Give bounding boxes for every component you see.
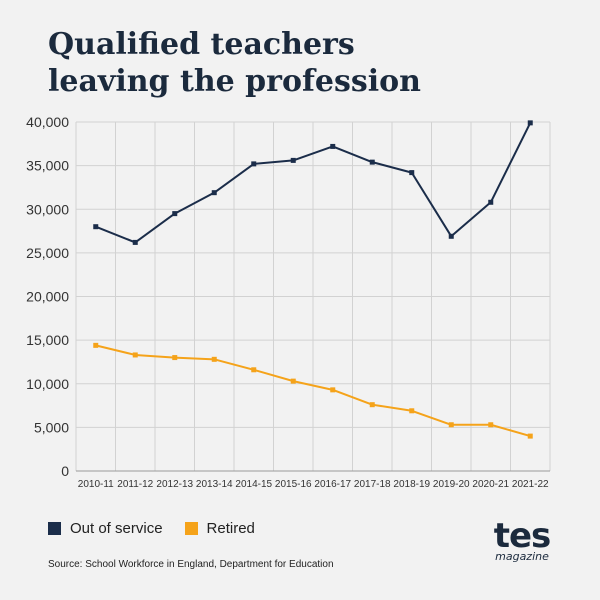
data-point-out-of-service [488, 199, 494, 205]
data-point-out-of-service [527, 120, 533, 126]
x-tick-label: 2021-22 [512, 479, 549, 490]
data-point-out-of-service [409, 170, 415, 176]
legend-swatch-out-of-service [48, 522, 61, 535]
series-line-out-of-service [95, 122, 532, 244]
x-tick-label: 2013-14 [196, 479, 233, 490]
x-tick-label: 2020-21 [472, 479, 509, 490]
data-point-retired [527, 433, 533, 439]
data-point-retired [330, 387, 336, 393]
x-tick-label: 2011-12 [117, 479, 153, 490]
series-line-retired [95, 344, 531, 438]
data-point-out-of-service [93, 224, 99, 230]
data-point-retired [93, 342, 99, 348]
y-tick-label: 0 [61, 463, 69, 479]
legend-swatch-retired [184, 522, 198, 535]
y-tick-label: 25,000 [26, 245, 69, 261]
legend-label-out-of-service: Out of service [70, 520, 163, 537]
x-tick-label: 2015-16 [275, 479, 312, 490]
chart-title: Qualified teachers leaving the professio… [48, 26, 421, 100]
data-point-out-of-service [290, 157, 296, 163]
tes-magazine-logo: tes magazine [487, 519, 557, 563]
y-tick-label: 30,000 [26, 201, 69, 217]
legend-item-out-of-service: Out of service [48, 520, 163, 537]
title-line-2: leaving the profession [48, 64, 421, 99]
y-tick-label: 35,000 [26, 158, 69, 174]
x-tick-label: 2010-11 [78, 479, 114, 490]
legend: Out of service Retired [48, 520, 277, 537]
y-tick-label: 5,000 [34, 419, 69, 435]
y-tick-label: 20,000 [26, 289, 69, 305]
data-point-out-of-service [369, 159, 375, 165]
data-point-retired [172, 355, 178, 361]
data-point-retired [369, 402, 375, 408]
logo-sub: magazine [495, 550, 549, 563]
data-point-retired [251, 367, 257, 373]
data-point-retired [132, 352, 138, 358]
data-point-retired [409, 408, 415, 414]
x-tick-label: 2017-18 [354, 479, 391, 490]
source-note: Source: School Workforce in England, Dep… [48, 559, 334, 570]
y-tick-label: 15,000 [26, 332, 69, 348]
title-line-1: Qualified teachers [48, 27, 355, 62]
data-point-retired [290, 378, 296, 384]
logo-word: tes [493, 516, 552, 556]
x-tick-label: 2012-13 [156, 479, 193, 490]
y-tick-label: 10,000 [26, 376, 69, 392]
data-point-out-of-service [251, 161, 257, 167]
data-point-out-of-service [330, 143, 336, 149]
legend-label-retired: Retired [206, 520, 255, 537]
data-point-retired [211, 356, 217, 362]
x-tick-label: 2016-17 [314, 479, 351, 490]
x-tick-label: 2019-20 [433, 479, 470, 490]
data-point-out-of-service [132, 239, 138, 245]
legend-item-retired: Retired [184, 520, 255, 537]
x-tick-label: 2014-15 [235, 479, 272, 490]
data-point-out-of-service [172, 211, 178, 217]
data-point-retired [488, 422, 494, 428]
y-tick-label: 40,000 [26, 114, 69, 130]
data-point-retired [448, 422, 454, 428]
data-point-out-of-service [211, 190, 217, 196]
x-tick-label: 2018-19 [393, 479, 430, 490]
data-point-out-of-service [448, 233, 454, 239]
